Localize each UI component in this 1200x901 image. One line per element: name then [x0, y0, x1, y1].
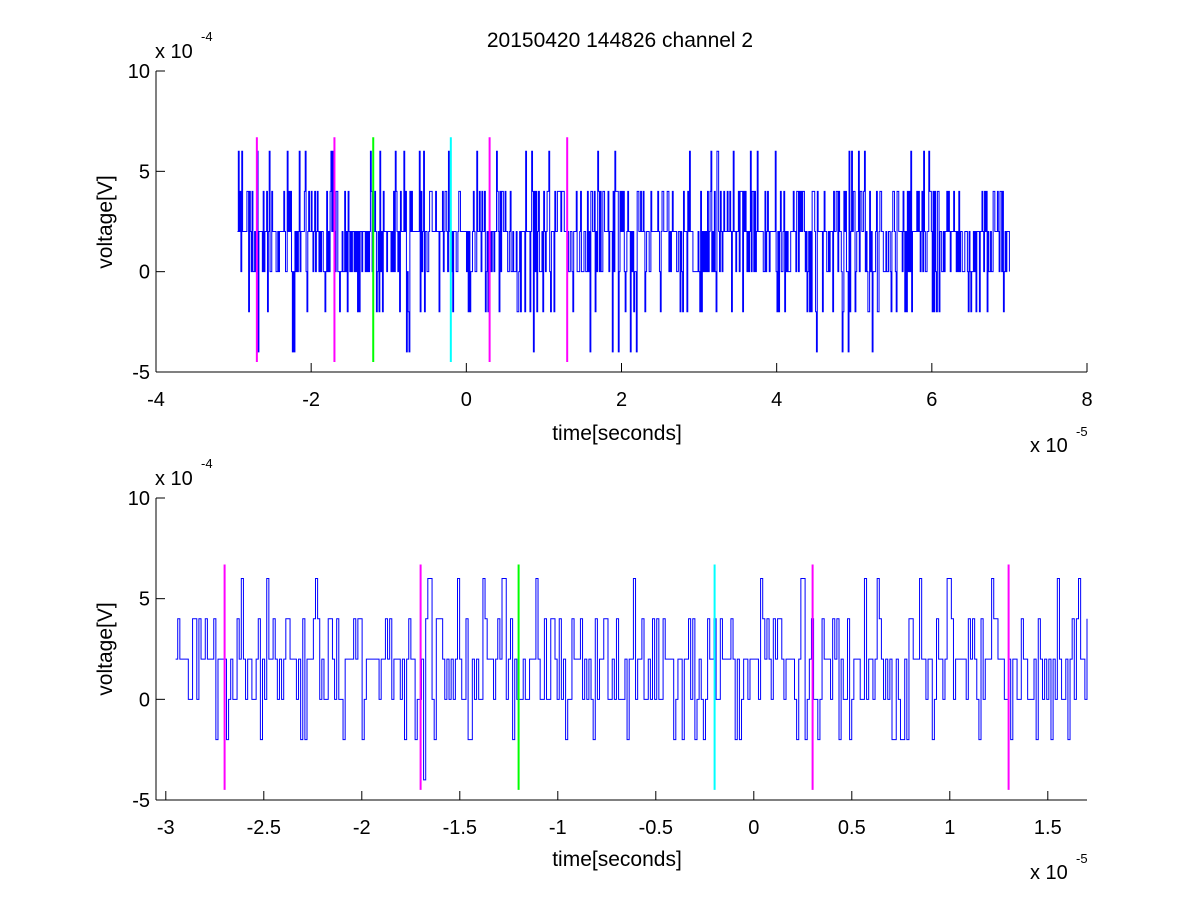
top-y-multiplier: x 10 -4: [155, 29, 213, 63]
top-x-tick-label: -4: [147, 389, 165, 411]
top-axes: -4 -2 0 2 4 6 8 -5 0 5 10 time[seconds] voltage[V]…: [94, 29, 1093, 457]
bottom-x-axis-label: time[seconds]: [552, 848, 682, 871]
bottom-y-multiplier-base: x 10: [155, 468, 193, 490]
top-y-multiplier-exponent: -4: [201, 29, 213, 44]
top-y-axis-label: voltage[V]: [94, 175, 117, 268]
bottom-y-tick-label: 0: [139, 689, 150, 711]
bottom-x-tick-label: -0.5: [639, 817, 673, 839]
top-y-tick-label: 10: [128, 61, 150, 83]
top-x-multiplier-base: x 10: [1030, 435, 1068, 457]
bottom-axes: -3 -2.5 -2 -1.5 -1 -0.5 0 0.5 1 1.5 -5 0 5 10 time[se…: [94, 456, 1088, 884]
top-signal-trace: [237, 150, 1010, 353]
bottom-x-tick-label: -1: [549, 817, 567, 839]
top-x-tick-label: 4: [771, 389, 782, 411]
bottom-x-tick-label: -2: [353, 817, 371, 839]
top-x-multiplier: x 10 -5: [1030, 424, 1088, 457]
top-y-tick-label: -5: [132, 362, 150, 384]
top-y-tick-label: 0: [139, 262, 150, 284]
bottom-x-multiplier-base: x 10: [1030, 862, 1068, 884]
bottom-y-tick-label: 5: [139, 589, 150, 611]
bottom-x-tick-label: -2.5: [247, 817, 281, 839]
bottom-y-tick-label: -5: [132, 790, 150, 812]
top-x-axis-label: time[seconds]: [552, 422, 682, 445]
top-x-tick-label: 6: [926, 389, 937, 411]
bottom-x-tick-label: 0: [748, 817, 759, 839]
top-y-multiplier-base: x 10: [155, 41, 193, 63]
bottom-x-tick-label: -1.5: [443, 817, 477, 839]
bottom-x-tick-label: 1.5: [1034, 817, 1062, 839]
bottom-signal-trace: [175, 578, 1088, 781]
top-x-tick-label: -2: [302, 389, 320, 411]
bottom-ticks: -3 -2.5 -2 -1.5 -1 -0.5 0 0.5 1 1.5 -5 0 5 10: [128, 488, 1062, 839]
figure-title: 20150420 144826 channel 2: [487, 29, 753, 52]
top-x-tick-label: 2: [616, 389, 627, 411]
bottom-x-multiplier: x 10 -5: [1030, 851, 1088, 884]
top-plot-content: [237, 137, 1010, 362]
bottom-frame: [155, 498, 1087, 801]
top-x-tick-label: 0: [461, 389, 472, 411]
bottom-y-multiplier-exponent: -4: [201, 456, 213, 471]
bottom-x-tick-label: -3: [157, 817, 175, 839]
top-y-tick-label: 5: [139, 161, 150, 183]
top-ticks: -4 -2 0 2 4 6 8 -5 0 5 10: [128, 61, 1093, 411]
bottom-x-tick-label: 0.5: [838, 817, 866, 839]
bottom-x-tick-label: 1: [944, 817, 955, 839]
top-x-tick-label: 8: [1081, 389, 1092, 411]
top-x-multiplier-exponent: -5: [1076, 424, 1088, 439]
bottom-y-multiplier: x 10 -4: [155, 456, 213, 490]
bottom-plot-content: [175, 564, 1088, 790]
bottom-y-tick-label: 10: [128, 488, 150, 510]
bottom-x-multiplier-exponent: -5: [1076, 851, 1088, 866]
bottom-y-axis-label: voltage[V]: [94, 602, 117, 695]
